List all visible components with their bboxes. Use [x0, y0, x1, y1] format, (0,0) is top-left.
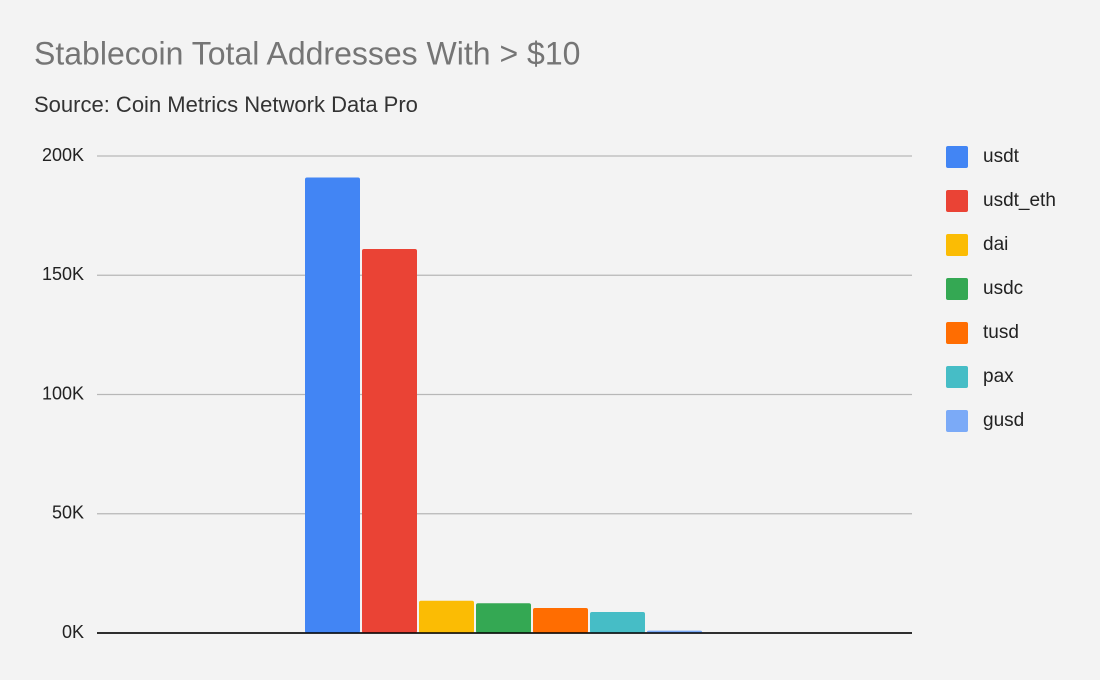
legend-swatch — [946, 190, 968, 212]
chart-subtitle: Source: Coin Metrics Network Data Pro — [34, 92, 418, 117]
bar — [533, 607, 588, 633]
legend-swatch — [946, 278, 968, 300]
legend-label: tusd — [983, 322, 1019, 343]
legend-label: usdt_eth — [983, 190, 1056, 211]
legend-label: gusd — [983, 410, 1024, 431]
legend-label: pax — [983, 366, 1014, 387]
legend-label: usdc — [983, 278, 1023, 299]
legend-swatch — [946, 146, 968, 168]
legend-swatch — [946, 410, 968, 432]
y-tick-label: 200K — [42, 145, 84, 165]
legend-label: usdt — [983, 146, 1020, 167]
bar — [305, 177, 360, 633]
legend-swatch — [946, 322, 968, 344]
y-tick-label: 0K — [62, 622, 84, 642]
chart-title: Stablecoin Total Addresses With > $10 — [34, 35, 580, 71]
y-tick-label: 100K — [42, 383, 84, 403]
bar — [476, 603, 531, 633]
legend-swatch — [946, 234, 968, 256]
y-tick-label: 150K — [42, 264, 84, 284]
legend-label: dai — [983, 234, 1008, 255]
bar — [590, 612, 645, 633]
y-tick-label: 50K — [52, 503, 84, 523]
legend-swatch — [946, 366, 968, 388]
bar — [362, 249, 417, 633]
bar — [419, 600, 474, 633]
